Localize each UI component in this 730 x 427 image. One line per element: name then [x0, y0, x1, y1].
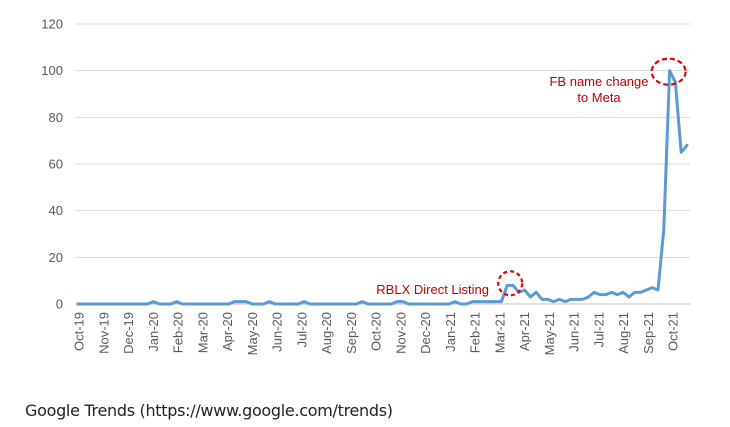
y-tick-label: 20	[49, 250, 63, 265]
x-tick-label: Nov-20	[393, 312, 408, 354]
x-tick-label: Jul-20	[294, 312, 309, 347]
x-tick-label: Feb-20	[171, 312, 186, 353]
x-tick-label: Sep-20	[344, 312, 359, 354]
x-tick-label: Jan-21	[443, 312, 458, 352]
x-tick-label: Feb-21	[468, 312, 483, 353]
y-tick-label: 100	[41, 63, 63, 78]
x-tick-label: Apr-20	[220, 312, 235, 351]
annotation-label: FB name change	[549, 74, 648, 89]
y-tick-label: 60	[49, 157, 63, 172]
series-layer	[76, 69, 689, 306]
x-tick-label: Dec-19	[121, 312, 136, 354]
y-axis-tick-labels: 0 20 40 60 80 100 120	[41, 17, 63, 312]
x-tick-label: Aug-20	[319, 312, 334, 354]
x-tick-label: Mar-20	[195, 312, 210, 353]
line-chart: 0 20 40 60 80 100 120 Oct-19 Nov-19 Dec-19 Jan-20…	[41, 17, 690, 355]
x-tick-label: Oct-20	[369, 312, 384, 351]
x-tick-label: Apr-21	[517, 312, 532, 351]
x-tick-label: May-21	[542, 312, 557, 355]
y-tick-label: 80	[49, 110, 63, 125]
y-tick-label: 0	[56, 297, 63, 312]
source-caption: Google Trends (https://www.google.com/tr…	[25, 401, 393, 420]
x-tick-label: Jun-21	[567, 312, 582, 352]
x-tick-label: Aug-21	[616, 312, 631, 354]
x-tick-label: Oct-19	[72, 312, 87, 351]
x-tick-label: Oct-21	[666, 312, 681, 351]
gridlines	[75, 23, 690, 258]
x-tick-label: Jul-21	[591, 312, 606, 347]
x-tick-label: Mar-21	[492, 312, 507, 353]
x-tick-label: Jan-20	[146, 312, 161, 352]
x-axis-tick-labels: Oct-19 Nov-19 Dec-19 Jan-20 Feb-20 Mar-20 Apr-…	[72, 312, 681, 355]
x-tick-label: May-20	[245, 312, 260, 355]
annotation-circle	[650, 57, 687, 86]
annotation-label: to Meta	[577, 90, 621, 105]
y-tick-label: 120	[41, 17, 63, 32]
x-tick-label: Nov-19	[96, 312, 111, 354]
series-line	[76, 69, 689, 306]
annotation-label: RBLX Direct Listing	[376, 282, 489, 297]
annotation-circle	[497, 270, 524, 297]
x-tick-label: Sep-21	[641, 312, 656, 354]
y-tick-label: 40	[49, 203, 63, 218]
x-tick-label: Jun-20	[270, 312, 285, 352]
x-tick-label: Dec-20	[418, 312, 433, 354]
